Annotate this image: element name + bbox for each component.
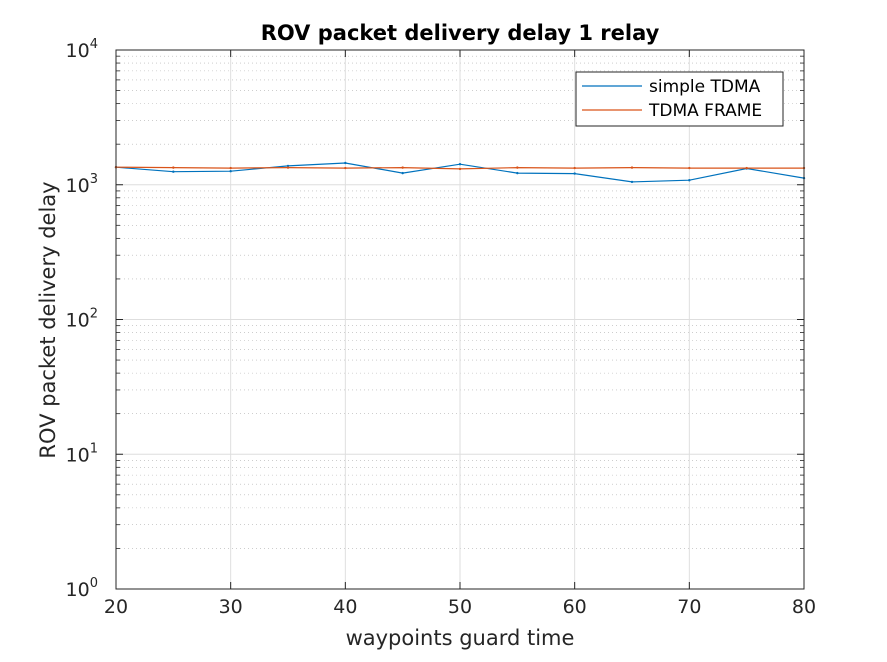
y-tick-exponent: 4 [90,37,98,52]
data-point-simple-tdma [688,179,691,182]
data-point-tdma-frame [630,166,634,169]
x-tick-labels: 20 30 40 50 60 70 80 [104,596,816,618]
y-tick-label: 102 [66,307,98,332]
y-tick-base: 10 [66,40,90,62]
data-point-tdma-frame [745,166,748,170]
data-point-tdma-frame [688,166,691,170]
data-point-simple-tdma [573,172,576,175]
y-tick-base: 10 [66,175,90,197]
data-point-tdma-frame [344,166,347,170]
data-point-tdma-frame [573,166,576,170]
x-tick-label: 50 [448,596,472,618]
data-point-simple-tdma [516,171,519,175]
legend: simple TDMA TDMA FRAME [575,71,784,127]
y-axis-label: ROV packet delivery delay [36,181,60,458]
x-tick-label: 30 [219,596,243,618]
series-layer [114,161,806,184]
x-axis-label: waypoints guard time [346,626,575,650]
data-point-simple-tdma [172,170,175,173]
legend-label-tdma-frame: TDMA FRAME [648,101,762,121]
data-point-tdma-frame [286,166,290,169]
y-tick-label: 104 [66,37,98,62]
data-point-tdma-frame [516,166,519,169]
y-tick-base: 10 [66,579,90,601]
data-point-simple-tdma [344,161,347,165]
y-tick-base: 10 [66,310,90,332]
data-point-tdma-frame [172,166,175,169]
tick-marks [115,49,805,590]
data-point-simple-tdma [229,170,232,173]
data-point-tdma-frame [229,166,232,170]
data-point-simple-tdma [401,171,404,175]
y-tick-exponent: 3 [90,172,98,187]
y-tick-base: 10 [66,444,90,466]
x-tick-label: 80 [792,596,816,618]
y-tick-label: 103 [66,172,98,197]
x-tick-label: 70 [677,596,701,618]
y-tick-exponent: 2 [90,307,98,322]
legend-label-simple-tdma: simple TDMA [649,77,761,97]
data-point-tdma-frame [401,166,404,169]
y-tick-exponent: 0 [90,576,98,591]
x-tick-label: 60 [563,596,587,618]
y-tick-label: 101 [66,441,98,466]
data-point-simple-tdma [630,180,634,184]
chart-title: ROV packet delivery delay 1 relay [261,21,660,45]
data-point-tdma-frame [458,167,462,171]
data-point-simple-tdma [286,164,290,168]
x-tick-label: 20 [104,596,128,618]
x-tick-label: 40 [333,596,357,618]
legend-box [575,71,784,127]
y-tick-exponent: 1 [90,441,98,456]
y-tick-label: 100 [66,576,98,601]
data-point-simple-tdma [458,163,462,166]
